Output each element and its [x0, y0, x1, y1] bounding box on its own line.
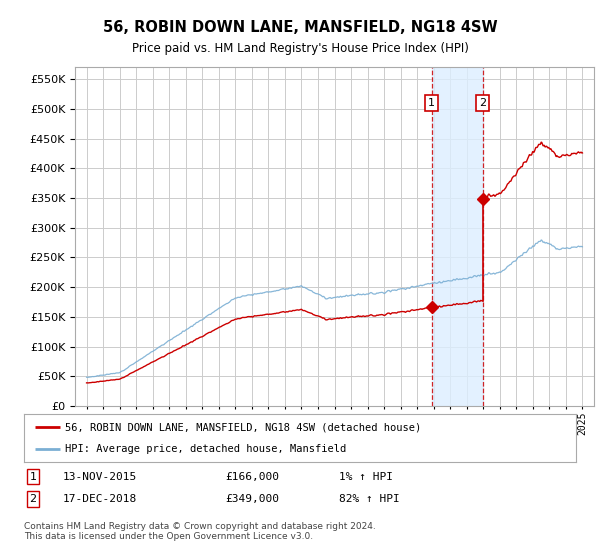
Text: 82% ↑ HPI: 82% ↑ HPI: [339, 494, 400, 504]
Text: 56, ROBIN DOWN LANE, MANSFIELD, NG18 4SW: 56, ROBIN DOWN LANE, MANSFIELD, NG18 4SW: [103, 20, 497, 35]
Text: £349,000: £349,000: [225, 494, 279, 504]
Text: 2: 2: [479, 98, 486, 108]
Text: Contains HM Land Registry data © Crown copyright and database right 2024.
This d: Contains HM Land Registry data © Crown c…: [24, 522, 376, 542]
Text: £166,000: £166,000: [225, 472, 279, 482]
Text: 1% ↑ HPI: 1% ↑ HPI: [339, 472, 393, 482]
Text: 56, ROBIN DOWN LANE, MANSFIELD, NG18 4SW (detached house): 56, ROBIN DOWN LANE, MANSFIELD, NG18 4SW…: [65, 422, 422, 432]
Bar: [431, 67, 482, 406]
Text: 1: 1: [428, 98, 435, 108]
Text: 1: 1: [29, 472, 37, 482]
Text: 2: 2: [29, 494, 37, 504]
Text: Price paid vs. HM Land Registry's House Price Index (HPI): Price paid vs. HM Land Registry's House …: [131, 42, 469, 55]
Text: 13-NOV-2015: 13-NOV-2015: [63, 472, 137, 482]
Text: HPI: Average price, detached house, Mansfield: HPI: Average price, detached house, Mans…: [65, 444, 347, 454]
Text: 17-DEC-2018: 17-DEC-2018: [63, 494, 137, 504]
